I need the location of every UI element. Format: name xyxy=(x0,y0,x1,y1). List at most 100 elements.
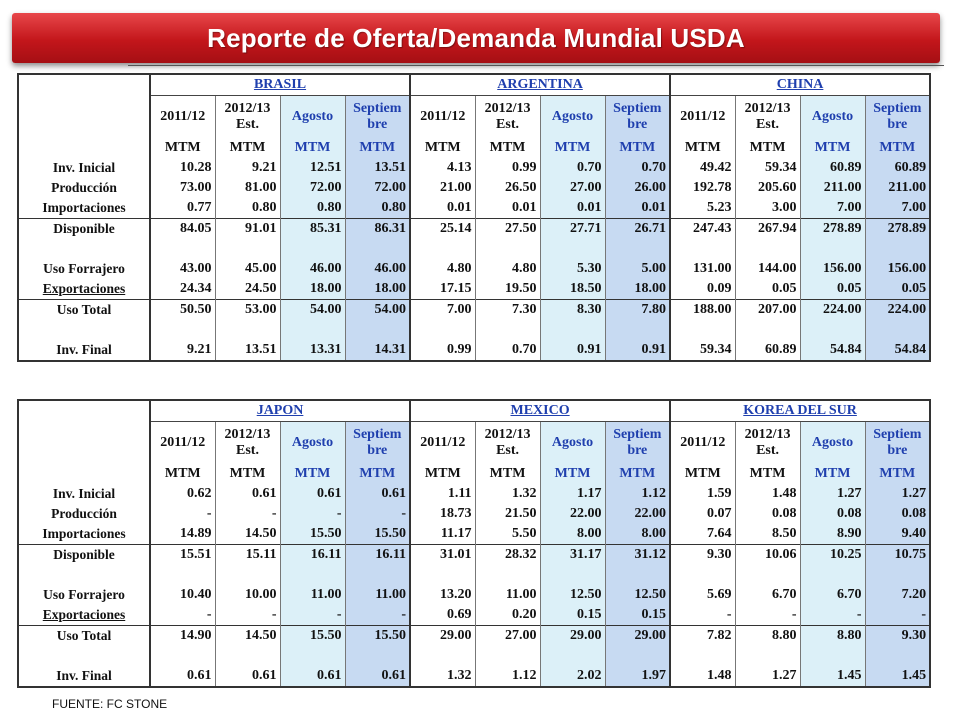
col-header-line2: bre xyxy=(887,117,908,132)
spacer-cell xyxy=(604,646,671,666)
cell-japon-c1: 10.40 xyxy=(149,585,215,605)
cell-argentina-c3: 27.00 xyxy=(539,178,606,198)
supply-demand-table: JAPON MEXICO KOREA DEL SUR 2011/12 2012/13 Es… xyxy=(17,399,932,688)
row-label-disponible: Disponible xyxy=(17,544,150,565)
cell-argentina-c2: 7.30 xyxy=(474,299,541,320)
cell-brasil-c4: 14.31 xyxy=(344,340,411,362)
cell-korea-del-sur-c4: 0.08 xyxy=(864,504,932,524)
cell-mexico-c2: 27.00 xyxy=(474,625,541,646)
row-label-uso-total: Uso Total xyxy=(17,625,150,646)
col-header-c4: Septiem bre xyxy=(344,95,411,138)
row-label-disponible: Disponible xyxy=(17,218,150,239)
cell-korea-del-sur-c2: 8.50 xyxy=(734,524,801,545)
cell-argentina-c1: 4.80 xyxy=(409,259,476,279)
table-row: Uso Total 14.90 14.50 15.50 15.50 29.00 27.00 2… xyxy=(17,625,932,646)
spacer-cell xyxy=(279,239,345,259)
col-header-c4: Septiem bre xyxy=(604,421,671,464)
cell-japon-c2: 14.50 xyxy=(214,524,280,545)
spacer-cell xyxy=(409,320,476,340)
spacer-cell xyxy=(799,320,866,340)
spacer-cell xyxy=(604,565,671,585)
cell-argentina-c2: 19.50 xyxy=(474,279,541,300)
cell-argentina-c1: 21.00 xyxy=(409,178,476,198)
spacer-cell xyxy=(17,239,150,259)
table-row: Importaciones 14.89 14.50 15.50 15.50 11.17 5.… xyxy=(17,524,932,545)
col-header-c4: Septiem bre xyxy=(864,421,932,464)
spacer-cell xyxy=(734,239,801,259)
cell-china-c3: 60.89 xyxy=(799,158,866,178)
cell-china-c1: 59.34 xyxy=(669,340,736,362)
cell-argentina-c4: 0.70 xyxy=(604,158,671,178)
cell-mexico-c2: 11.00 xyxy=(474,585,541,605)
cell-brasil-c3: 18.00 xyxy=(279,279,345,300)
cell-korea-del-sur-c4: 7.20 xyxy=(864,585,932,605)
cell-korea-del-sur-c4: 9.30 xyxy=(864,625,932,646)
cell-china-c2: 207.00 xyxy=(734,299,801,320)
spacer-cell xyxy=(669,565,736,585)
spacer-cell xyxy=(604,239,671,259)
col-unit-c4: MTM xyxy=(604,138,671,158)
label-column-header xyxy=(17,73,150,158)
cell-mexico-c1: 0.69 xyxy=(409,605,476,626)
title-banner: Reporte de Oferta/Demanda Mundial USDA xyxy=(12,13,940,63)
cell-china-c2: 60.89 xyxy=(734,340,801,362)
cell-mexico-c3: 22.00 xyxy=(539,504,606,524)
row-spacer xyxy=(17,646,932,666)
cell-japon-c3: - xyxy=(279,504,345,524)
spacer-cell xyxy=(214,239,280,259)
table-row: Exportaciones 24.34 24.50 18.00 18.00 17.15 19… xyxy=(17,279,932,300)
cell-japon-c4: 15.50 xyxy=(344,625,411,646)
cell-japon-c2: 0.61 xyxy=(214,666,280,688)
cell-china-c4: 0.05 xyxy=(864,279,932,300)
cell-china-c3: 224.00 xyxy=(799,299,866,320)
cell-korea-del-sur-c2: 0.08 xyxy=(734,504,801,524)
cell-mexico-c1: 29.00 xyxy=(409,625,476,646)
cell-argentina-c4: 26.71 xyxy=(604,218,671,239)
cell-china-c1: 188.00 xyxy=(669,299,736,320)
cell-japon-c2: - xyxy=(214,504,280,524)
cell-argentina-c2: 26.50 xyxy=(474,178,541,198)
spacer-cell xyxy=(344,320,411,340)
cell-argentina-c2: 0.01 xyxy=(474,198,541,219)
cell-china-c4: 224.00 xyxy=(864,299,932,320)
col-header-line1: Septiem xyxy=(613,427,662,442)
col-header-line2: bre xyxy=(367,117,388,132)
col-header-line2: Est. xyxy=(496,117,519,132)
cell-mexico-c3: 1.17 xyxy=(539,484,606,504)
cell-japon-c3: 0.61 xyxy=(279,484,345,504)
cell-korea-del-sur-c2: - xyxy=(734,605,801,626)
col-header-line2: Est. xyxy=(236,443,259,458)
col-header-line1: 2012/13 xyxy=(484,427,531,442)
spacer-cell xyxy=(409,646,476,666)
cell-brasil-c2: 24.50 xyxy=(214,279,280,300)
spacer-cell xyxy=(864,239,932,259)
cell-japon-c1: - xyxy=(149,605,215,626)
cell-mexico-c2: 21.50 xyxy=(474,504,541,524)
spacer-cell xyxy=(539,646,606,666)
cell-china-c2: 205.60 xyxy=(734,178,801,198)
cell-mexico-c2: 0.20 xyxy=(474,605,541,626)
cell-japon-c1: 15.51 xyxy=(149,544,215,565)
row-label-exportaciones: Exportaciones xyxy=(17,279,150,300)
cell-korea-del-sur-c3: 0.08 xyxy=(799,504,866,524)
col-header-c3: Agosto xyxy=(539,421,606,464)
cell-korea-del-sur-c2: 1.27 xyxy=(734,666,801,688)
cell-argentina-c3: 27.71 xyxy=(539,218,606,239)
row-label-inv-final: Inv. Final xyxy=(17,666,150,688)
cell-brasil-c4: 86.31 xyxy=(344,218,411,239)
col-header-line1: Agosto xyxy=(811,109,854,124)
cell-korea-del-sur-c3: 10.25 xyxy=(799,544,866,565)
cell-korea-del-sur-c1: 7.82 xyxy=(669,625,736,646)
region-header-argentina: ARGENTINA xyxy=(409,73,671,96)
col-header-line1: 2011/12 xyxy=(680,109,726,124)
cell-china-c4: 278.89 xyxy=(864,218,932,239)
col-unit-c3: MTM xyxy=(539,138,606,158)
col-unit-c1: MTM xyxy=(669,464,736,484)
cell-china-c4: 211.00 xyxy=(864,178,932,198)
spacer-cell xyxy=(799,646,866,666)
spacer-cell xyxy=(279,320,345,340)
col-header-c3: Agosto xyxy=(799,95,866,138)
cell-china-c1: 192.78 xyxy=(669,178,736,198)
cell-mexico-c3: 12.50 xyxy=(539,585,606,605)
col-header-line1: 2011/12 xyxy=(160,435,206,450)
